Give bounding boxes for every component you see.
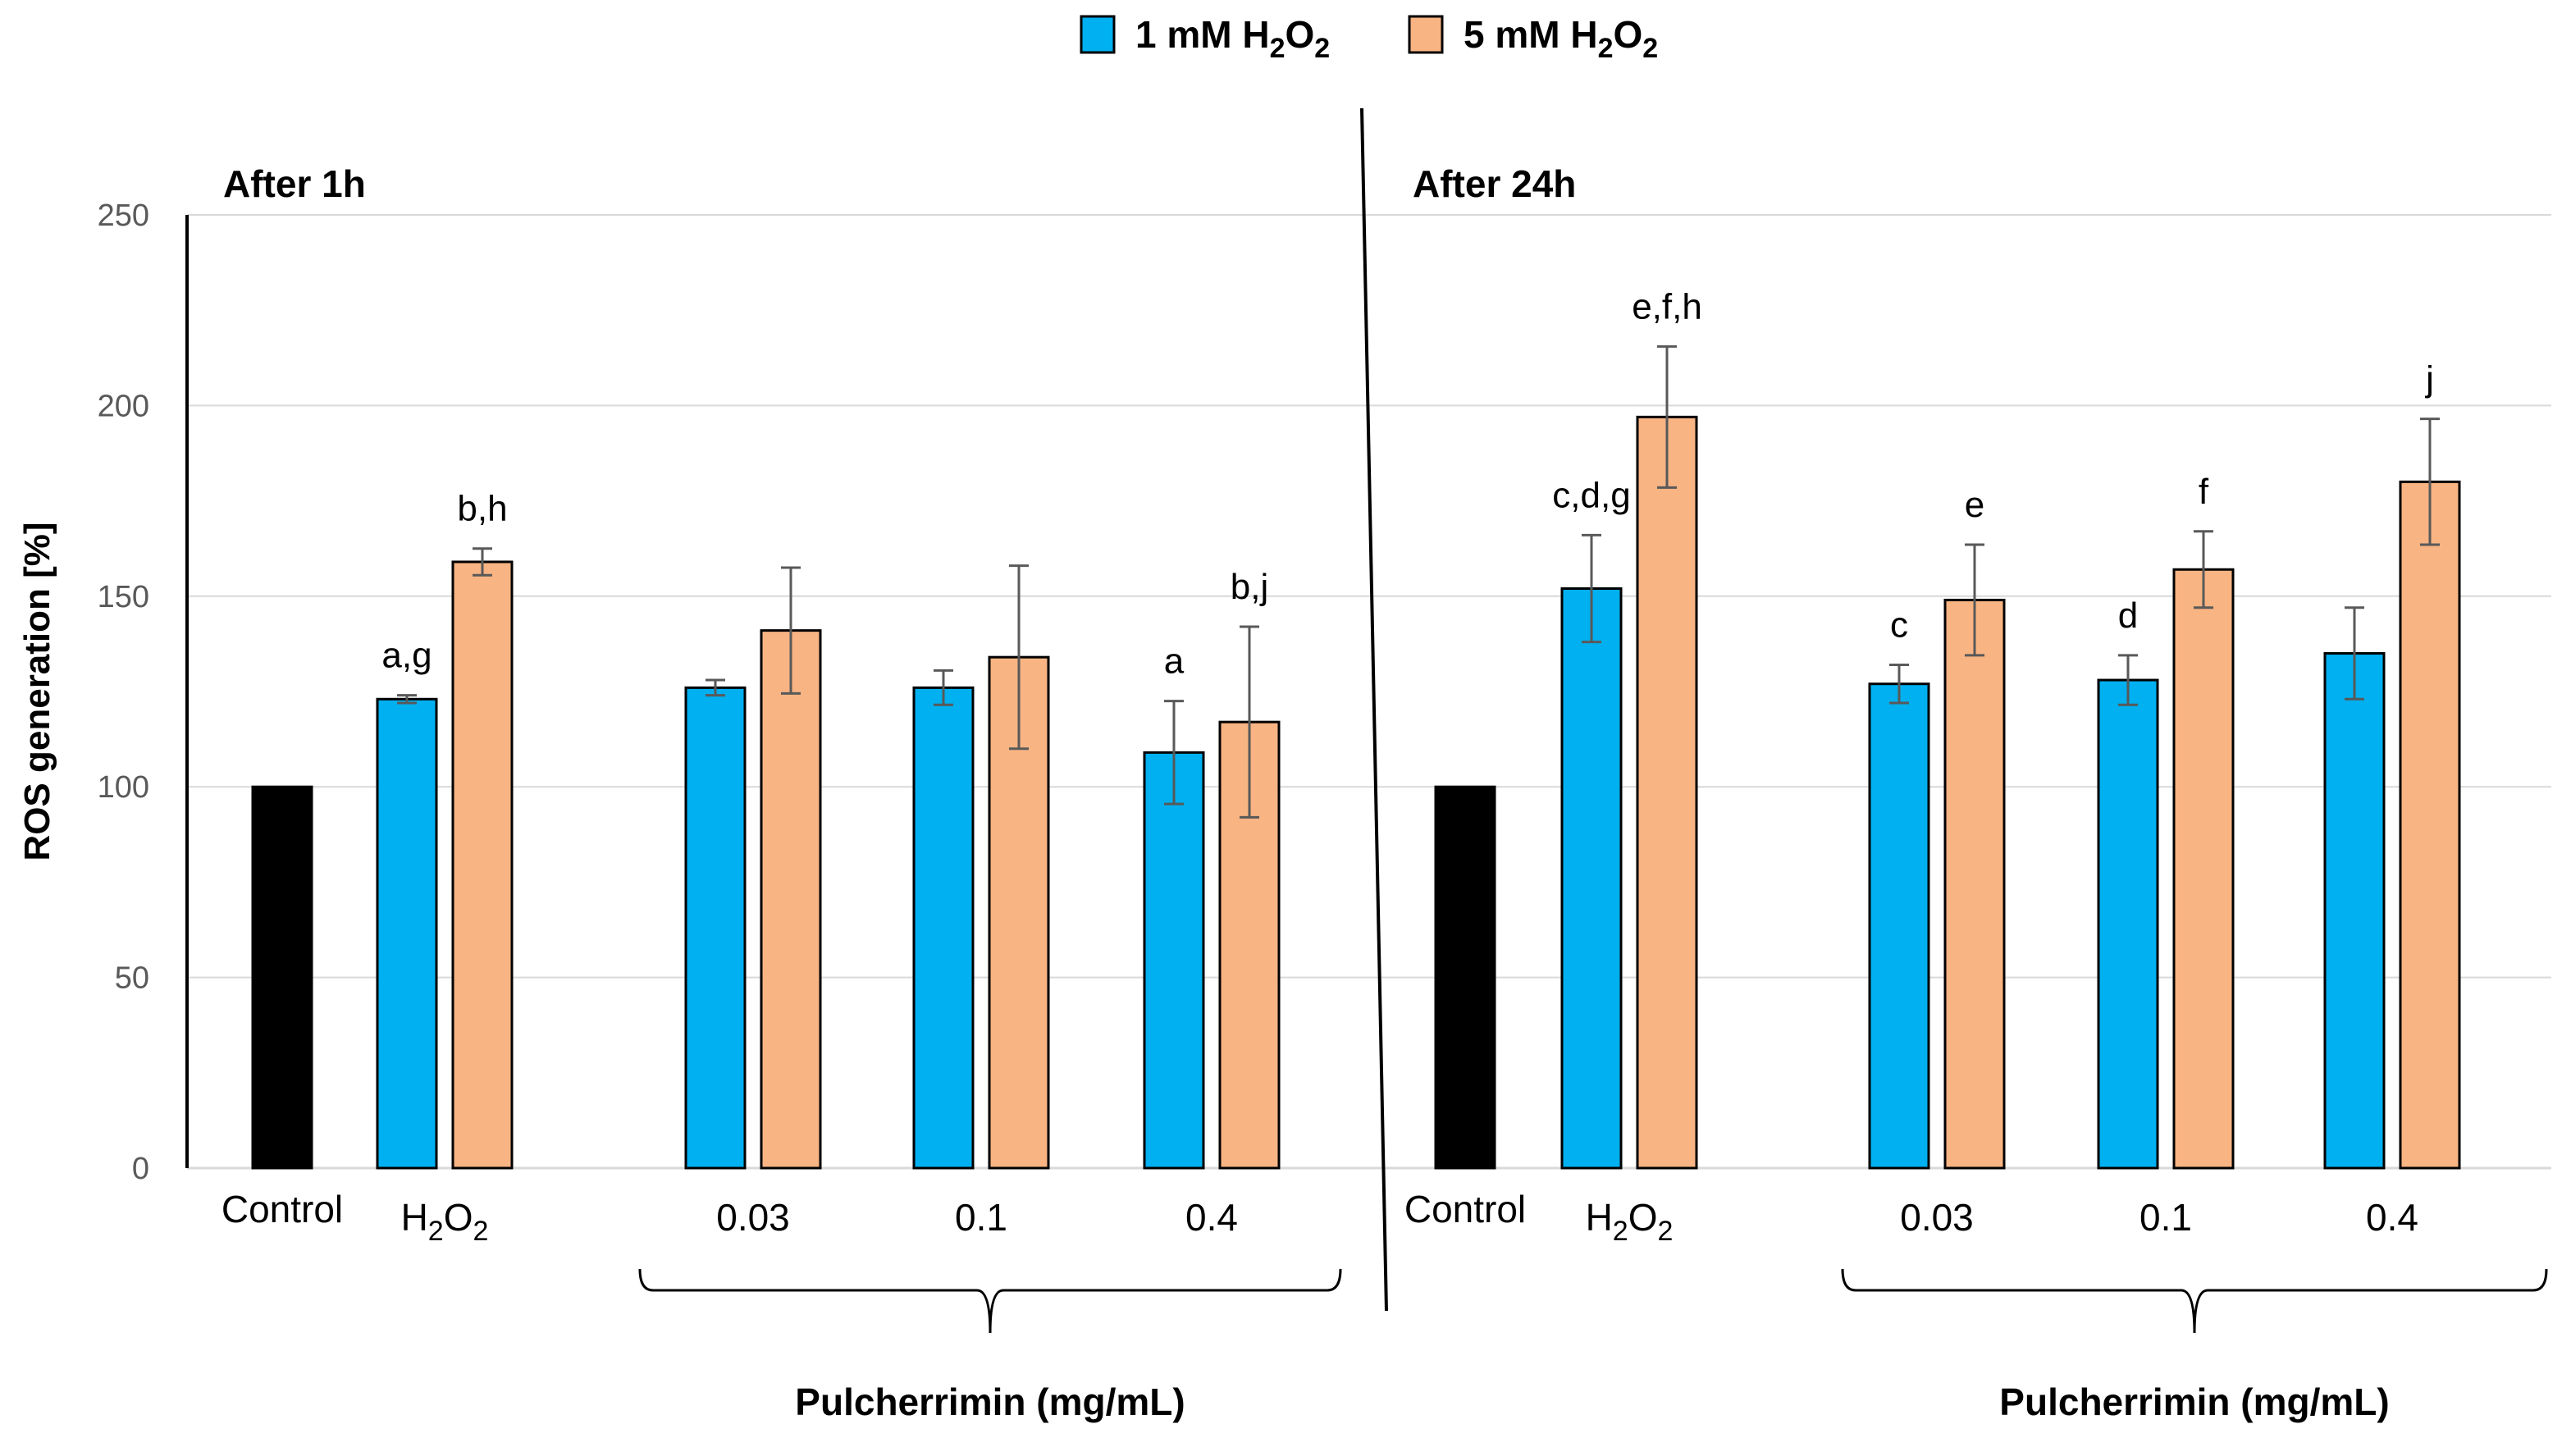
legend-swatch — [1080, 15, 1116, 54]
bar — [684, 686, 747, 1170]
bar — [376, 697, 438, 1170]
x-category-label: 0.1 — [955, 1196, 1007, 1239]
panel-titles: After 1h After 24h — [223, 107, 1576, 1312]
significance-letter: d — [2118, 596, 2138, 636]
x-category-label: 0.4 — [1185, 1196, 1238, 1239]
significance-letter: c,d,g — [1552, 475, 1630, 515]
y-axis: 0 50 100 150 200 250 ROS generation [%] — [17, 199, 189, 1186]
legend-label: 1 mM H2O2 — [1135, 13, 1330, 64]
bars: a,g b,h a b,j c,d,g e,f,h c e d f j — [251, 286, 2461, 1170]
x-category-label: 0.03 — [1900, 1196, 1974, 1239]
x-category-label: H2O2 — [401, 1196, 489, 1247]
x-category-labels: Control H2O2 0.03 0.1 0.4 Pulcherrimin (mg/mL… — [221, 1188, 2548, 1423]
bar — [1636, 415, 1698, 1170]
legend-label: 5 mM H2O2 — [1464, 13, 1658, 64]
significance-letter: a,g — [381, 636, 432, 676]
bar — [2323, 652, 2386, 1170]
bar — [2399, 480, 2461, 1170]
bar — [2097, 678, 2159, 1170]
bar — [2172, 568, 2235, 1170]
y-tick-label: 50 — [115, 961, 149, 996]
bar — [1868, 682, 1930, 1170]
significance-letter: j — [2424, 359, 2434, 399]
y-tick-label: 200 — [98, 389, 149, 423]
bar — [1143, 751, 1205, 1170]
bar — [1434, 785, 1496, 1170]
significance-letter: b,h — [457, 489, 507, 529]
significance-letter: a — [1164, 641, 1185, 682]
significance-letter: c — [1890, 605, 1908, 645]
bar — [451, 560, 514, 1170]
y-tick-label: 250 — [98, 199, 149, 233]
x-category-label: 0.03 — [716, 1196, 790, 1239]
panel-divider — [1360, 107, 1388, 1312]
x-category-label: 0.1 — [2139, 1196, 2192, 1239]
y-tick-label: 150 — [98, 580, 149, 614]
y-axis-title: ROS generation [%] — [17, 522, 57, 860]
significance-letter: f — [2199, 472, 2209, 512]
bar — [1560, 587, 1623, 1170]
legend-swatch — [1408, 15, 1444, 54]
x-category-label: H2O2 — [1586, 1196, 1674, 1247]
x-axis-title: Pulcherrimin (mg/mL) — [795, 1381, 1185, 1423]
significance-letter: e — [1965, 485, 1984, 525]
bar — [251, 785, 313, 1170]
legend: 1 mM H2O2 5 mM H2O2 — [1080, 13, 1658, 64]
bar — [912, 686, 975, 1170]
y-tick-label: 100 — [98, 770, 149, 805]
pulcherrimin-bracket — [1841, 1268, 2548, 1334]
bar — [1943, 598, 2006, 1170]
x-category-label: 0.4 — [2366, 1196, 2418, 1239]
x-axis-title: Pulcherrimin (mg/mL) — [1999, 1381, 2389, 1423]
y-tick-label: 0 — [132, 1152, 149, 1186]
significance-letter: e,f,h — [1632, 286, 1702, 326]
x-category-label: Control — [221, 1188, 343, 1230]
panel-title: After 1h — [223, 162, 366, 205]
panel-title: After 24h — [1413, 162, 1576, 205]
x-category-label: Control — [1404, 1188, 1526, 1230]
bar — [760, 629, 822, 1170]
significance-letter: b,j — [1231, 567, 1268, 607]
pulcherrimin-bracket — [638, 1268, 1342, 1334]
